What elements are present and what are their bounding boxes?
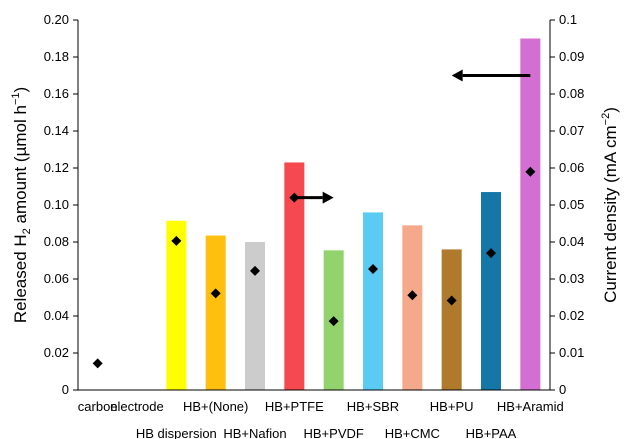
arrow-head: [322, 191, 334, 204]
right-tick-label: 0.07: [559, 123, 584, 138]
left-axis-title-part: −1: [10, 92, 22, 105]
bar-hb-pu: [441, 249, 462, 390]
diamond-marker: [250, 265, 260, 276]
left-tick-label: 0.10: [44, 197, 69, 212]
category-label: HB+Aramid: [497, 399, 564, 414]
left-tick-label: 0.16: [44, 86, 69, 101]
left-axis-title-part: amount (µmol h: [11, 105, 30, 228]
diamond-marker: [92, 358, 103, 369]
right-axis-title: Current density (mA cm−2): [600, 107, 620, 303]
category-label: carbon: [78, 399, 118, 414]
category-label: HB+PVDF: [304, 426, 364, 439]
diamond-marker: [368, 264, 378, 275]
right-tick-label: 0.04: [559, 234, 584, 249]
bar-hb-aramid: [520, 38, 541, 390]
left-tick-label: 0.18: [44, 49, 69, 64]
diamond-marker: [446, 295, 457, 306]
bar-hb-none-: [205, 235, 226, 390]
right-axis-title-part: ): [601, 107, 620, 113]
left-axis-title: Released H2 amount (µmol h−1): [10, 87, 33, 323]
left-axis-title-part: 2: [21, 228, 33, 234]
bar-hb-cmc: [402, 225, 423, 390]
marker-series: [92, 166, 536, 369]
category-label: HB+PTFE: [265, 399, 324, 414]
right-tick-label: 0.02: [559, 308, 584, 323]
left-tick-label: 0.02: [44, 345, 69, 360]
category-label: HB+(None): [183, 399, 248, 414]
diamond-marker: [486, 248, 496, 259]
right-tick-label: 0.08: [559, 86, 584, 101]
category-label: electrode: [110, 399, 163, 414]
axis-labels: Released H2 amount (µmol h−1)Current den…: [10, 87, 620, 323]
bar-hb-nafion: [245, 242, 265, 390]
diamond-marker: [525, 166, 536, 177]
right-tick-label: 0.09: [559, 49, 584, 64]
bar-hb-dispersion: [166, 220, 187, 390]
left-tick-label: 0.12: [44, 160, 69, 175]
left-axis-title-part: Released H: [11, 234, 30, 323]
category-label: HB+CMC: [385, 426, 440, 439]
right-tick-label: 0.05: [559, 197, 584, 212]
left-tick-label: 0: [62, 382, 69, 397]
left-tick-label: 0.20: [44, 12, 69, 27]
right-tick-label: 0.06: [559, 160, 584, 175]
right-axis-title-part: Current density (mA cm: [601, 125, 620, 303]
bar-hb-ptfe: [284, 162, 305, 390]
right-tick-label: 0.01: [559, 345, 584, 360]
category-label: HB+SBR: [347, 399, 399, 414]
category-label: HB+PAA: [466, 426, 517, 439]
category-label: HB+Nafion: [223, 426, 286, 439]
right-tick-label: 0: [559, 382, 566, 397]
left-axis-title-part: ): [11, 87, 30, 93]
diamond-marker: [171, 235, 182, 246]
diamond-marker: [210, 288, 221, 299]
diamond-marker: [407, 290, 418, 301]
left-tick-label: 0.04: [44, 308, 69, 323]
bar-hb-paa: [481, 192, 501, 390]
left-tick-label: 0.14: [44, 123, 69, 138]
left-tick-label: 0.08: [44, 234, 69, 249]
arrow-head: [451, 69, 463, 82]
category-label: HB dispersion: [136, 426, 217, 439]
axes: 00.020.040.060.080.100.120.140.160.180.2…: [44, 12, 585, 439]
right-tick-label: 0.1: [559, 12, 577, 27]
category-label: HB+PU: [430, 399, 474, 414]
left-tick-label: 0.06: [44, 271, 69, 286]
diamond-marker: [328, 316, 339, 327]
right-tick-label: 0.03: [559, 271, 584, 286]
bar-hb-sbr: [363, 212, 383, 390]
bar-series: [166, 38, 541, 390]
right-axis-title-part: −2: [600, 113, 612, 126]
arrows: [294, 69, 531, 204]
